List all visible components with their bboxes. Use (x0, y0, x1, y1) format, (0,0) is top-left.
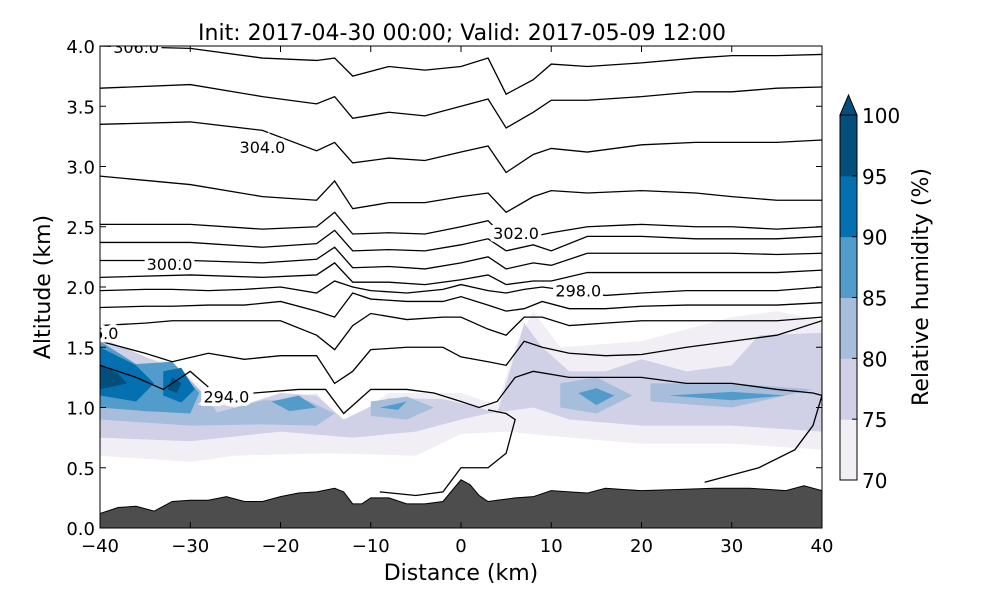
colorbar-extend-arrow (839, 93, 858, 116)
humidity-region-85 (379, 401, 407, 410)
contour-line-300 (100, 246, 822, 270)
contour-line-294 (253, 370, 822, 483)
contour-line-299 (100, 262, 822, 286)
colorbar-tick-label: 90 (862, 226, 887, 250)
humidity-region-85 (668, 391, 786, 401)
contour-label: 298.0 (552, 278, 605, 304)
colorbar-segment-90 (840, 175, 857, 238)
contour-line-304 (100, 121, 822, 174)
colorbar-segment-95 (840, 115, 857, 177)
x-tick-label: 0 (455, 536, 466, 557)
contour-line-306 (100, 46, 822, 96)
colorbar: 70 75 80 85 90 95 100 (839, 93, 900, 493)
humidity-fills (100, 311, 822, 462)
x-tick-label: −30 (171, 536, 209, 557)
y-tick-label: 2.5 (66, 218, 95, 239)
y-tick-label: 3.5 (66, 97, 95, 118)
y-tick-label: 4.0 (66, 37, 95, 58)
humidity-region-80 (370, 396, 434, 420)
contour-line-302 (100, 211, 822, 240)
contour-label: 304.0 (236, 135, 289, 161)
colorbar-segment-75 (840, 358, 857, 420)
x-tick-label: −40 (81, 536, 119, 557)
contour-label: 294.0 (200, 384, 253, 410)
x-axis-label: Distance (km) (384, 561, 539, 586)
contour-line-293 (379, 409, 516, 497)
contour-line-294 (100, 364, 209, 391)
humidity-region-95 (100, 364, 128, 390)
y-tick-label: 0.5 (66, 459, 95, 480)
humidity-region-85 (578, 388, 615, 406)
x-tick-label: 30 (720, 536, 743, 557)
y-tick-label: 3.0 (66, 158, 95, 179)
y-tick-label: 2.0 (66, 278, 95, 299)
chart-title: Init: 2017-04-30 00:00; Valid: 2017-05-0… (198, 21, 726, 46)
contour-labels: 306.0 304.0 302.0 300.0 298.0 296.0 294.0 (73, 38, 605, 410)
colorbar-tick-label: 80 (862, 347, 887, 371)
svg-text:302.0: 302.0 (493, 224, 539, 243)
svg-text:304.0: 304.0 (240, 138, 286, 157)
contour-line-295 (100, 320, 822, 385)
colorbar-tick-label: 75 (862, 408, 887, 432)
terrain (100, 479, 822, 528)
svg-text:296.0: 296.0 (73, 324, 119, 343)
colorbar-segment-70 (840, 419, 857, 481)
contour-label: 302.0 (490, 220, 543, 246)
contour-line-305 (100, 83, 822, 129)
contour-line-296 (100, 312, 822, 351)
humidity-region-95 (167, 377, 182, 394)
colorbar-label: Relative humidity (%) (909, 168, 934, 406)
humidity-region-85 (271, 395, 317, 412)
y-tick-label: 1.5 (66, 338, 95, 359)
svg-text:298.0: 298.0 (555, 282, 601, 301)
y-axis: 0.0 0.5 1.0 1.5 2.0 2.5 3.0 3.5 4.0 (66, 37, 822, 540)
colorbar-tick-label: 95 (862, 165, 887, 189)
colorbar-tick-label: 70 (862, 469, 887, 493)
contour-label: 296.0 (73, 320, 122, 346)
plot-area: 306.0 304.0 302.0 300.0 298.0 296.0 294.0 (73, 38, 822, 528)
x-tick-label: 40 (811, 536, 834, 557)
contour-line-298 (100, 280, 822, 297)
y-tick-label: 0.0 (66, 519, 95, 540)
contour-label: 300.0 (143, 252, 196, 278)
y-axis-label: Altitude (km) (31, 215, 56, 359)
x-tick-label: 10 (540, 536, 563, 557)
colorbar-tick-label: 85 (862, 287, 887, 311)
x-tick-label: 20 (630, 536, 653, 557)
y-tick-label: 1.0 (66, 399, 95, 420)
theta-contours (100, 46, 822, 497)
colorbar-segment-80 (840, 297, 857, 359)
svg-text:300.0: 300.0 (147, 255, 193, 274)
contour-label: 306.0 (110, 38, 163, 61)
contour-line-303 (100, 175, 822, 214)
svg-text:306.0: 306.0 (113, 38, 159, 57)
colorbar-segment-85 (840, 236, 857, 298)
x-tick-label: −10 (352, 536, 390, 557)
colorbar-tick-label: 100 (862, 104, 900, 128)
x-tick-label: −20 (262, 536, 300, 557)
contour-line-297 (100, 292, 822, 318)
svg-text:294.0: 294.0 (203, 388, 249, 407)
x-axis: −40 −30 −20 −10 0 10 20 30 40 (81, 46, 833, 557)
contour-line-301 (100, 229, 822, 252)
